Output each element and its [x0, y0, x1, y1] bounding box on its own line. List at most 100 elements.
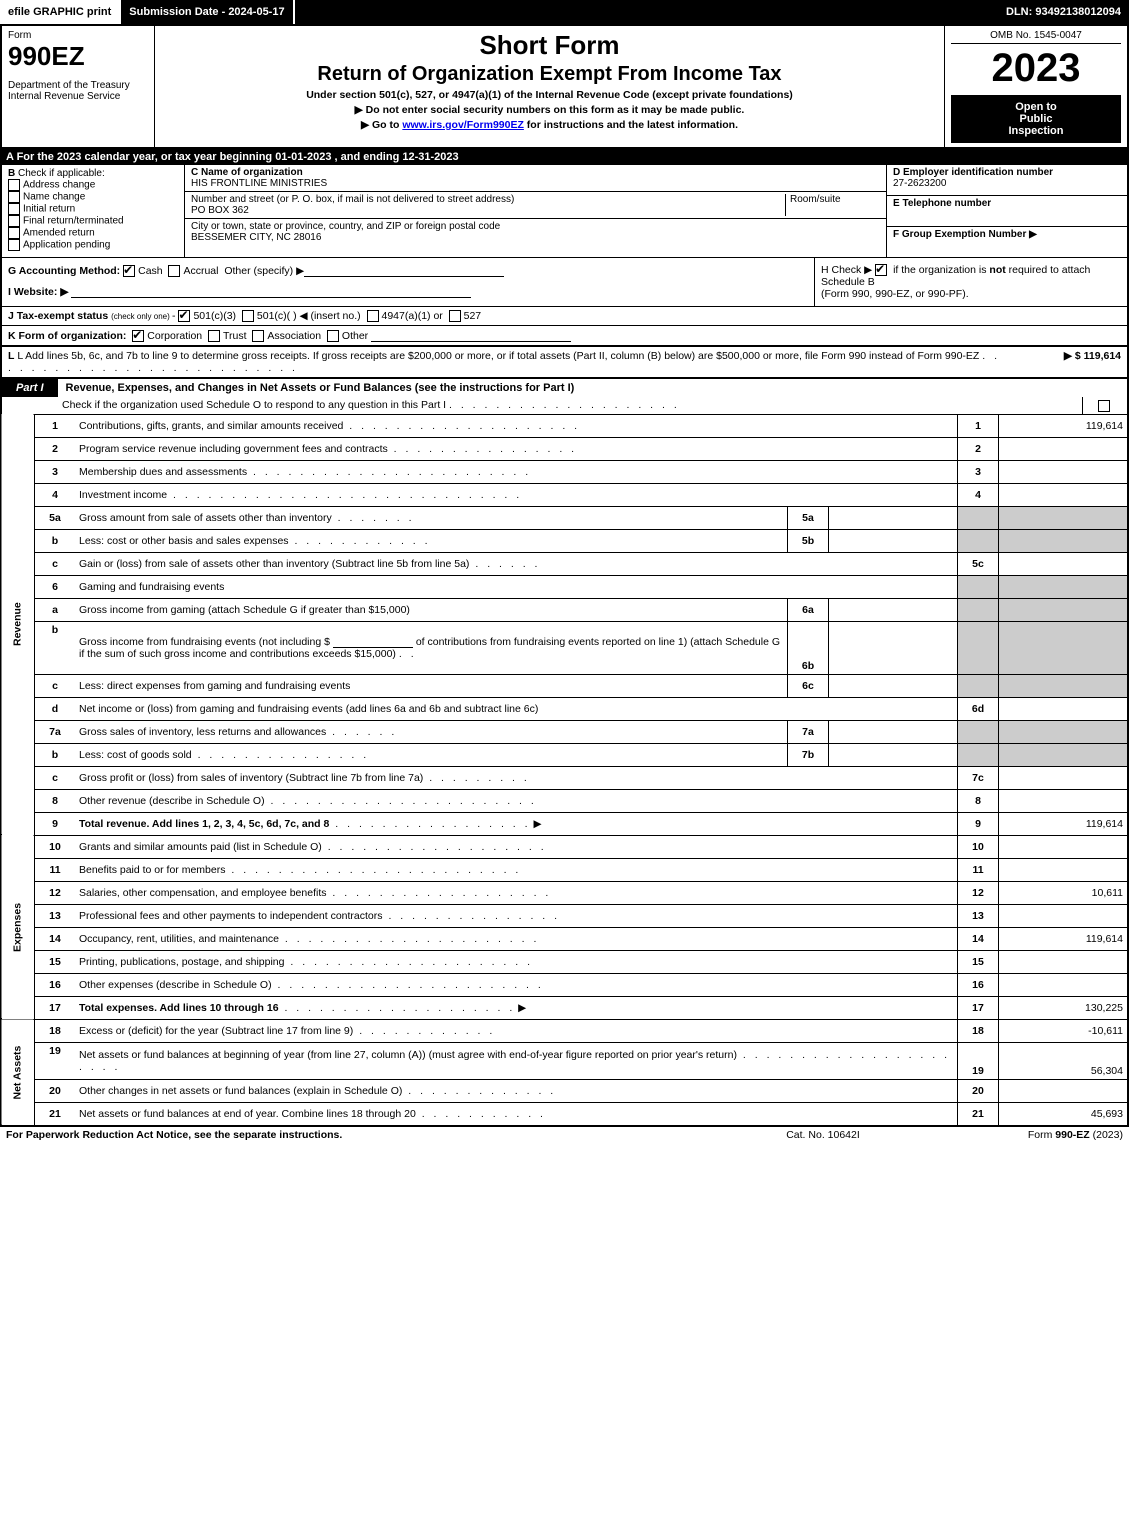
val-13 — [999, 904, 1129, 927]
irs-link[interactable]: www.irs.gov/Form990EZ — [402, 119, 524, 131]
row-l: L L Add lines 5b, 6c, and 7b to line 9 t… — [0, 346, 1129, 379]
line-6a: a Gross income from gaming (attach Sched… — [1, 598, 1128, 621]
line-12: 12 Salaries, other compensation, and emp… — [1, 881, 1128, 904]
chk-amended-return[interactable] — [8, 227, 20, 239]
ein: 27-2623200 — [893, 178, 946, 189]
line-18: Net Assets 18 Excess or (deficit) for th… — [1, 1019, 1128, 1042]
side-net-assets: Net Assets — [1, 1019, 35, 1126]
l-value: ▶ $ 119,614 — [1011, 350, 1121, 374]
row-k: K Form of organization: Corporation Trus… — [0, 325, 1129, 346]
line-14: 14 Occupancy, rent, utilities, and maint… — [1, 927, 1128, 950]
chk-address-change[interactable] — [8, 179, 20, 191]
line-3: 3 Membership dues and assessments . . . … — [1, 460, 1128, 483]
org-name: HIS FRONTLINE MINISTRIES — [191, 178, 327, 189]
line-6d: d Net income or (loss) from gaming and f… — [1, 697, 1128, 720]
f-group-cell: F Group Exemption Number ▶ — [887, 227, 1127, 257]
chk-other-org[interactable] — [327, 330, 339, 342]
chk-final-return[interactable] — [8, 215, 20, 227]
under-section: Under section 501(c), 527, or 4947(a)(1)… — [161, 89, 938, 101]
line-6c: c Less: direct expenses from gaming and … — [1, 674, 1128, 697]
line-7b: b Less: cost of goods sold . . . . . . .… — [1, 743, 1128, 766]
chk-association[interactable] — [252, 330, 264, 342]
part-i-table: Revenue 1 Contributions, gifts, grants, … — [0, 414, 1129, 1127]
g-accounting: G Accounting Method: Cash Accrual Other … — [2, 258, 814, 306]
val-4 — [999, 483, 1129, 506]
c-city-cell: City or town, state or province, country… — [185, 219, 886, 245]
b-letter: B — [8, 168, 15, 179]
chk-schedule-o-part-i[interactable] — [1098, 400, 1110, 412]
val-12: 10,611 — [999, 881, 1129, 904]
line-9: 9 Total revenue. Add lines 1, 2, 3, 4, 5… — [1, 812, 1128, 835]
i-label: I Website: ▶ — [8, 286, 68, 298]
chk-cash[interactable] — [123, 265, 135, 277]
line-5b: b Less: cost or other basis and sales ex… — [1, 529, 1128, 552]
chk-4947a1[interactable] — [367, 310, 379, 322]
row-j: J Tax-exempt status (check only one) - 5… — [0, 306, 1129, 325]
header-center: Short Form Return of Organization Exempt… — [155, 26, 945, 147]
form-header: Form 990EZ Department of the Treasury In… — [0, 24, 1129, 149]
chk-name-change[interactable] — [8, 191, 20, 203]
header-right: OMB No. 1545-0047 2023 Open to Public In… — [945, 26, 1127, 147]
chk-trust[interactable] — [208, 330, 220, 342]
line-21: 21 Net assets or fund balances at end of… — [1, 1102, 1128, 1126]
open-to-public: Open to Public Inspection — [951, 95, 1121, 143]
chk-501c[interactable] — [242, 310, 254, 322]
return-title: Return of Organization Exempt From Incom… — [161, 63, 938, 86]
street: PO BOX 362 — [191, 205, 249, 216]
line-4: 4 Investment income . . . . . . . . . . … — [1, 483, 1128, 506]
d-label: D Employer identification number — [893, 167, 1053, 178]
chk-527[interactable] — [449, 310, 461, 322]
val-8 — [999, 789, 1129, 812]
b-check-label: Check if applicable: — [18, 168, 105, 179]
l-text: L Add lines 5b, 6c, and 7b to line 9 to … — [17, 350, 979, 362]
h-schedule-b: H Check ▶ if the organization is not req… — [814, 258, 1127, 306]
chk-schedule-b-not-required[interactable] — [875, 264, 887, 276]
form-ref: Form 990-EZ (2023) — [923, 1129, 1123, 1141]
col-c: C Name of organization HIS FRONTLINE MIN… — [185, 165, 886, 257]
form-word: Form — [8, 30, 148, 41]
line-17: 17 Total expenses. Add lines 10 through … — [1, 996, 1128, 1019]
line-6: 6 Gaming and fundraising events — [1, 575, 1128, 598]
part-i-header: Part I Revenue, Expenses, and Changes in… — [0, 379, 1129, 397]
chk-initial-return[interactable] — [8, 203, 20, 215]
chk-501c3[interactable] — [178, 310, 190, 322]
chk-corporation[interactable] — [132, 330, 144, 342]
dept-treasury: Department of the Treasury — [8, 80, 148, 91]
val-5b — [829, 529, 958, 552]
val-7c — [999, 766, 1129, 789]
line-1: Revenue 1 Contributions, gifts, grants, … — [1, 414, 1128, 437]
efile-print[interactable]: efile GRAPHIC print — [0, 0, 121, 24]
chk-application-pending[interactable] — [8, 239, 20, 251]
room-suite-label: Room/suite — [785, 194, 880, 216]
short-form-title: Short Form — [161, 30, 938, 61]
irs: Internal Revenue Service — [8, 91, 148, 102]
website-line[interactable] — [71, 285, 471, 298]
paperwork-notice: For Paperwork Reduction Act Notice, see … — [6, 1129, 723, 1141]
d-ein-cell: D Employer identification number 27-2623… — [887, 165, 1127, 196]
goto-post: for instructions and the latest informat… — [524, 119, 738, 131]
other-specify-line[interactable] — [304, 264, 504, 277]
line-5c: c Gain or (loss) from sale of assets oth… — [1, 552, 1128, 575]
val-1: 119,614 — [999, 414, 1129, 437]
side-revenue: Revenue — [1, 414, 35, 835]
val-18: -10,611 — [999, 1019, 1129, 1042]
other-org-line[interactable] — [371, 329, 571, 342]
k-label: K Form of organization: — [8, 330, 126, 342]
val-10 — [999, 835, 1129, 858]
goto-pre: Go to — [372, 119, 402, 131]
chk-accrual[interactable] — [168, 265, 180, 277]
tax-year: 2023 — [951, 46, 1121, 91]
val-15 — [999, 950, 1129, 973]
line-5a: 5a Gross amount from sale of assets othe… — [1, 506, 1128, 529]
col-def: D Employer identification number 27-2623… — [886, 165, 1127, 257]
val-5c — [999, 552, 1129, 575]
col-b: B Check if applicable: Address change Na… — [2, 165, 185, 257]
6b-amount-line[interactable] — [333, 635, 413, 648]
ssn-note: Do not enter social security numbers on … — [161, 104, 938, 116]
dln: DLN: 93492138012094 — [998, 6, 1129, 18]
line-6b: b Gross income from fundraising events (… — [1, 621, 1128, 674]
line-20: 20 Other changes in net assets or fund b… — [1, 1079, 1128, 1102]
val-6b — [829, 621, 958, 674]
val-7b — [829, 743, 958, 766]
side-expenses: Expenses — [1, 835, 35, 1019]
